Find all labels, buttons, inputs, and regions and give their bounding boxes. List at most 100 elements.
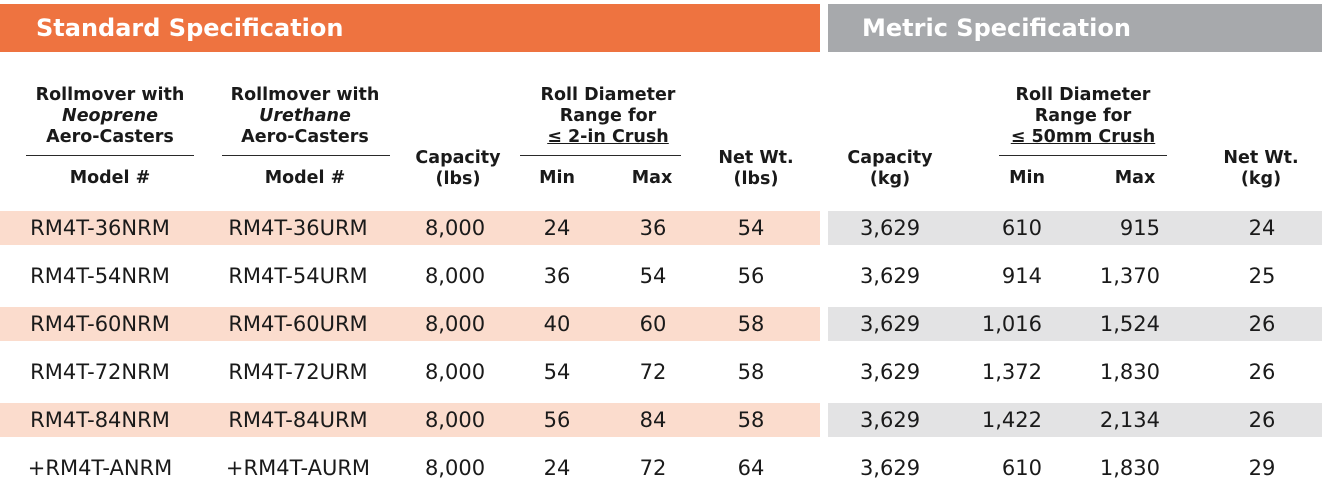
cell-max-in: 72 [639,456,667,480]
cell-wt-lbs: 56 [737,264,765,288]
header-roll-diameter-metric: Roll Diameter Range for ≤ 50mm Crush [998,85,1168,148]
header-urethane-line2: Urethane [259,106,351,126]
cell-cap-lbs: 8,000 [424,360,486,384]
row-shade-metric [828,403,1322,437]
cell-urethane: RM4T-84URM [228,408,368,432]
cell-min-mm: 610 [1001,216,1042,240]
header-roll-std-min: Min [539,168,575,188]
header-netwt-kg-line2: (kg) [1240,169,1282,189]
header-roll-std-line2: Range for [559,106,657,126]
cell-min-mm: 914 [1001,264,1042,288]
cell-wt-kg: 24 [1248,216,1276,240]
cell-min-mm: 1,372 [981,360,1042,384]
cell-min-mm: 1,422 [981,408,1042,432]
cell-wt-lbs: 54 [737,216,765,240]
cell-wt-lbs: 58 [737,312,765,336]
header-netwt-lbs-line2: (lbs) [733,169,779,189]
header-roll-std-rule [520,155,681,156]
cell-urethane: RM4T-54URM [228,264,368,288]
cell-neoprene: RM4T-84NRM [30,408,170,432]
cell-wt-kg: 26 [1248,312,1276,336]
cell-neoprene: RM4T-36NRM [30,216,170,240]
cell-min-in: 40 [543,312,571,336]
header-roll-met-rule [999,155,1167,156]
cell-urethane: RM4T-72URM [228,360,368,384]
header-capacity-lbs-line2: (lbs) [435,169,481,189]
header-roll-met-max: Max [1114,168,1156,188]
cell-max-in: 72 [639,360,667,384]
cell-wt-lbs: 64 [737,456,765,480]
cell-cap-lbs: 8,000 [424,408,486,432]
header-roll-met-line3: ≤ 50mm Crush [1010,127,1156,147]
cell-max-mm: 1,830 [1099,360,1160,384]
cell-max-in: 60 [639,312,667,336]
row-shade-metric [828,211,1322,245]
cell-neoprene: RM4T-60NRM [30,312,170,336]
cell-wt-kg: 29 [1248,456,1276,480]
header-neoprene-model: Model # [69,168,151,188]
cell-min-in: 54 [543,360,571,384]
cell-neoprene: RM4T-54NRM [30,264,170,288]
row-shade-standard [0,211,820,245]
cell-urethane: RM4T-60URM [228,312,368,336]
header-roll-met-min: Min [1009,168,1045,188]
cell-cap-kg: 3,629 [859,408,921,432]
cell-neoprene: +RM4T-ANRM [27,456,173,480]
cell-min-in: 36 [543,264,571,288]
cell-wt-kg: 26 [1248,408,1276,432]
cell-wt-lbs: 58 [737,408,765,432]
row-shade-metric [828,307,1322,341]
cell-wt-kg: 26 [1248,360,1276,384]
cell-cap-kg: 3,629 [859,456,921,480]
cell-cap-kg: 3,629 [859,216,921,240]
header-capacity-kg: Capacity (kg) [840,148,940,190]
metric-specification-banner: Metric Specification [828,4,1322,52]
row-shade-standard [0,307,820,341]
header-neoprene-line1: Rollmover with [35,85,185,105]
cell-max-mm: 1,830 [1099,456,1160,480]
cell-max-in: 36 [639,216,667,240]
header-neoprene: Rollmover with Neoprene Aero-Casters [24,85,196,148]
header-netwt-lbs-line1: Net Wt. [718,148,794,168]
header-urethane-line1: Rollmover with [230,85,380,105]
cell-min-mm: 610 [1001,456,1042,480]
header-urethane: Rollmover with Urethane Aero-Casters [218,85,392,148]
cell-cap-kg: 3,629 [859,360,921,384]
cell-max-mm: 2,134 [1099,408,1160,432]
cell-wt-lbs: 58 [737,360,765,384]
cell-max-mm: 1,524 [1099,312,1160,336]
cell-cap-lbs: 8,000 [424,312,486,336]
cell-cap-lbs: 8,000 [424,264,486,288]
header-roll-std-line1: Roll Diameter [540,85,676,105]
cell-urethane: +RM4T-AURM [225,456,371,480]
header-roll-std-line3: ≤ 2-in Crush [547,127,669,147]
cell-cap-kg: 3,629 [859,264,921,288]
cell-urethane: RM4T-36URM [228,216,368,240]
header-urethane-model: Model # [264,168,346,188]
header-roll-met-line1: Roll Diameter [1015,85,1151,105]
header-neoprene-rule [26,155,194,156]
cell-min-mm: 1,016 [981,312,1042,336]
cell-cap-lbs: 8,000 [424,216,486,240]
cell-neoprene: RM4T-72NRM [30,360,170,384]
header-urethane-rule [222,155,390,156]
header-capacity-lbs: Capacity (lbs) [408,148,508,190]
row-shade-standard [0,403,820,437]
header-netwt-kg: Net Wt. (kg) [1206,148,1316,190]
header-urethane-line3: Aero-Casters [241,127,369,147]
cell-max-mm: 915 [1119,216,1160,240]
cell-min-in: 56 [543,408,571,432]
cell-max-mm: 1,370 [1099,264,1160,288]
header-netwt-kg-line1: Net Wt. [1223,148,1299,168]
header-netwt-lbs: Net Wt. (lbs) [706,148,806,190]
header-capacity-lbs-line1: Capacity [415,148,501,168]
header-roll-met-line2: Range for [1034,106,1132,126]
cell-max-in: 84 [639,408,667,432]
cell-cap-kg: 3,629 [859,312,921,336]
header-capacity-kg-line1: Capacity [847,148,933,168]
header-neoprene-line2: Neoprene [62,106,158,126]
header-roll-std-max: Max [631,168,673,188]
cell-cap-lbs: 8,000 [424,456,486,480]
header-neoprene-line3: Aero-Casters [46,127,174,147]
cell-max-in: 54 [639,264,667,288]
